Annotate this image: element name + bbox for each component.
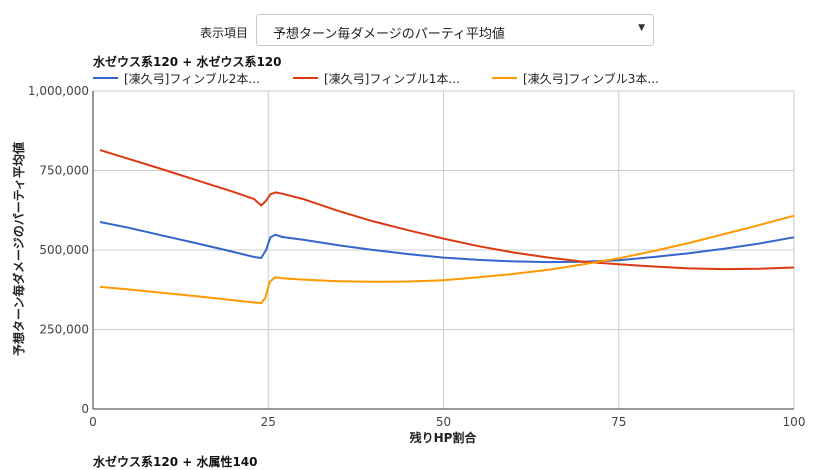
- series-line-1[interactable]: [99, 221, 795, 264]
- x-tick-label: 0: [89, 415, 97, 429]
- y-tick-label: 1,000,000: [28, 84, 89, 98]
- legend-label-series-2: [凍久弓]フィンブル1本...: [324, 72, 460, 86]
- grid-lines: [93, 90, 795, 409]
- x-tick-label: 75: [611, 415, 626, 429]
- chart-series: [99, 149, 795, 305]
- x-tick-label: 100: [783, 415, 806, 429]
- x-tick-label: 25: [261, 415, 276, 429]
- y-tick-label: 750,000: [39, 164, 89, 178]
- display-item-select-value: 予想ターン毎ダメージのパーティ平均値: [273, 27, 505, 42]
- y-tick-label: 500,000: [39, 243, 89, 257]
- series-line-3[interactable]: [99, 214, 795, 305]
- y-tick-label: 250,000: [39, 323, 89, 337]
- display-item-selector-row: 表示項目 予想ターン毎ダメージのパーティ平均値 ▼: [0, 14, 838, 48]
- chart-axes: [92, 91, 794, 410]
- legend-label-series-3: [凍久弓]フィンブル3本...: [523, 72, 659, 86]
- series-line-2[interactable]: [99, 149, 795, 271]
- x-tick-label: 50: [436, 415, 451, 429]
- legend-swatch-series-1: [93, 77, 118, 79]
- chevron-down-icon: ▼: [638, 23, 645, 33]
- axis-tick-labels: 0 250,000 500,000 750,000 1,000,000 0 25 50 75 10…: [28, 84, 806, 429]
- next-chart-title: 水ゼウス系120 + 水属性140: [93, 455, 258, 469]
- legend-label-series-1: [凍久弓]フィンブル2本...: [124, 72, 260, 86]
- chart-legend: [凍久弓]フィンブル2本... [凍久弓]フィンブル1本... [凍久弓]フィン…: [0, 70, 838, 88]
- legend-swatch-series-3: [492, 77, 517, 79]
- chart-title: 水ゼウス系120 + 水ゼウス系120: [93, 55, 282, 69]
- y-tick-label: 0: [81, 402, 89, 416]
- x-axis-title: 残りHP割合: [410, 430, 478, 445]
- legend-swatch-series-2: [293, 77, 318, 79]
- display-item-label: 表示項目: [200, 26, 249, 40]
- y-axis-title: 予想ターン毎ダメージのパーティ平均値: [11, 142, 26, 356]
- display-item-select[interactable]: 予想ターン毎ダメージのパーティ平均値 ▼: [256, 14, 654, 46]
